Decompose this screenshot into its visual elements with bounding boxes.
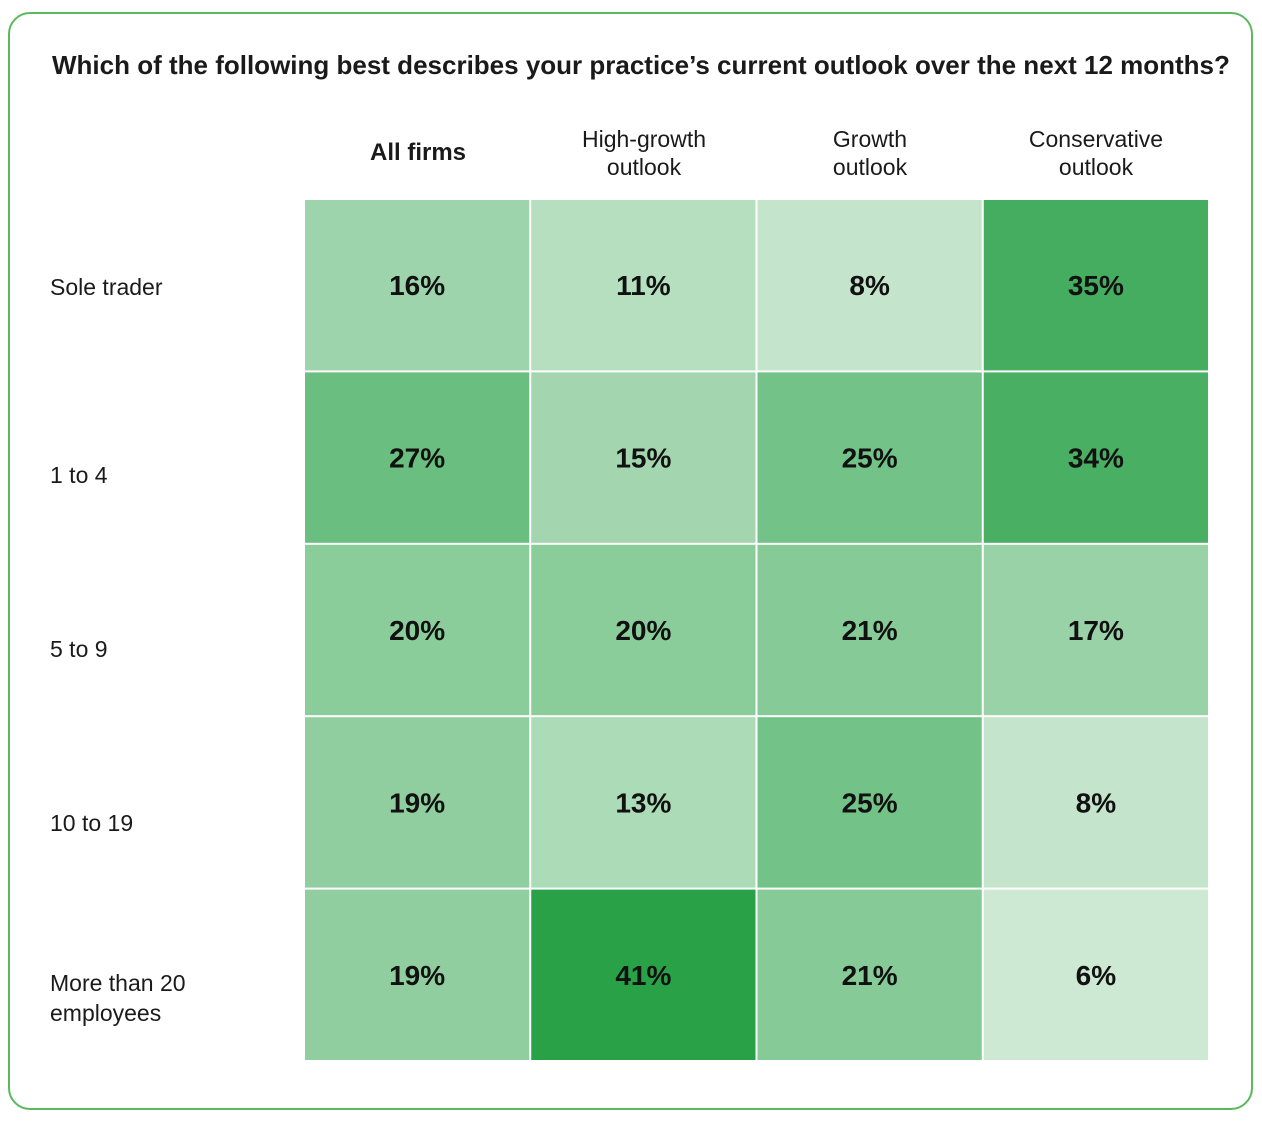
row-label-10-to-19: 10 to 19 (50, 810, 134, 836)
heatmap-cell-more-than-20-growth (757, 889, 982, 1060)
heatmap-value-10-to-19-conservative: 8% (1076, 787, 1117, 818)
column-header-growth: Growth outlook (832, 126, 908, 180)
heatmap-cell-5-to-9-high-growth (531, 544, 756, 716)
heatmap-cell-more-than-20-all-firms (305, 889, 530, 1060)
heatmap-cell-10-to-19-high-growth (531, 717, 756, 888)
heatmap-value-1-to-4-high-growth: 15% (615, 443, 671, 474)
heatmap-value-sole-trader-all-firms: 16% (389, 270, 445, 301)
heatmap-value-more-than-20-conservative: 6% (1076, 960, 1117, 991)
heatmap-value-sole-trader-conservative: 35% (1068, 270, 1124, 301)
heatmap-value-5-to-9-high-growth: 20% (615, 615, 671, 646)
column-header-all-firms: All firms (369, 139, 467, 166)
heatmap-value-10-to-19-high-growth: 13% (615, 787, 671, 818)
heatmap-cell-1-to-4-all-firms (305, 372, 530, 543)
heatmap-cell-1-to-4-growth (757, 372, 982, 543)
heatmap-cell-10-to-19-conservative (983, 717, 1208, 888)
heatmap-cell-1-to-4-conservative (983, 372, 1208, 543)
heatmap-cell-sole-trader-all-firms (305, 200, 530, 371)
row-label-5-to-9: 5 to 9 (50, 636, 108, 662)
heatmap-cell-5-to-9-all-firms (305, 544, 530, 716)
heatmap-value-5-to-9-all-firms: 20% (389, 615, 445, 646)
heatmap-value-more-than-20-all-firms: 19% (389, 960, 445, 991)
heatmap-cell-10-to-19-growth (757, 717, 982, 888)
row-label-sole-trader: Sole trader (50, 274, 163, 300)
chart-title: Which of the following best describes yo… (52, 50, 1230, 80)
heatmap-value-1-to-4-all-firms: 27% (389, 443, 445, 474)
heatmap-cell-sole-trader-growth (757, 200, 982, 371)
heatmap-value-more-than-20-high-growth: 41% (615, 960, 671, 991)
heatmap-value-10-to-19-all-firms: 19% (389, 787, 445, 818)
heatmap-cell-5-to-9-growth (757, 544, 982, 716)
heatmap-cell-1-to-4-high-growth (531, 372, 756, 543)
heatmap-value-10-to-19-growth: 25% (842, 787, 898, 818)
heatmap-value-5-to-9-growth: 21% (842, 615, 898, 646)
row-label-1-to-4: 1 to 4 (50, 462, 108, 488)
column-header-conservative: Conservative outlook (1028, 126, 1164, 180)
heatmap-value-1-to-4-growth: 25% (842, 443, 898, 474)
heatmap-cell-more-than-20-conservative (983, 889, 1208, 1060)
heatmap-value-sole-trader-high-growth: 11% (616, 270, 671, 301)
column-header-high-growth: High-growth outlook (582, 126, 706, 180)
heatmap-value-5-to-9-conservative: 17% (1068, 615, 1124, 646)
heatmap-cell-sole-trader-high-growth (531, 200, 756, 371)
heatmap-value-more-than-20-growth: 21% (842, 960, 898, 991)
row-label-more-than-20: More than 20 employees (50, 970, 186, 1026)
heatmap-value-sole-trader-growth: 8% (849, 270, 890, 301)
heatmap-cell-5-to-9-conservative (983, 544, 1208, 716)
heatmap-cell-more-than-20-high-growth (531, 889, 756, 1060)
heatmap-cell-10-to-19-all-firms (305, 717, 530, 888)
heatmap-cell-sole-trader-conservative (983, 200, 1208, 371)
heatmap-value-1-to-4-conservative: 34% (1068, 443, 1124, 474)
